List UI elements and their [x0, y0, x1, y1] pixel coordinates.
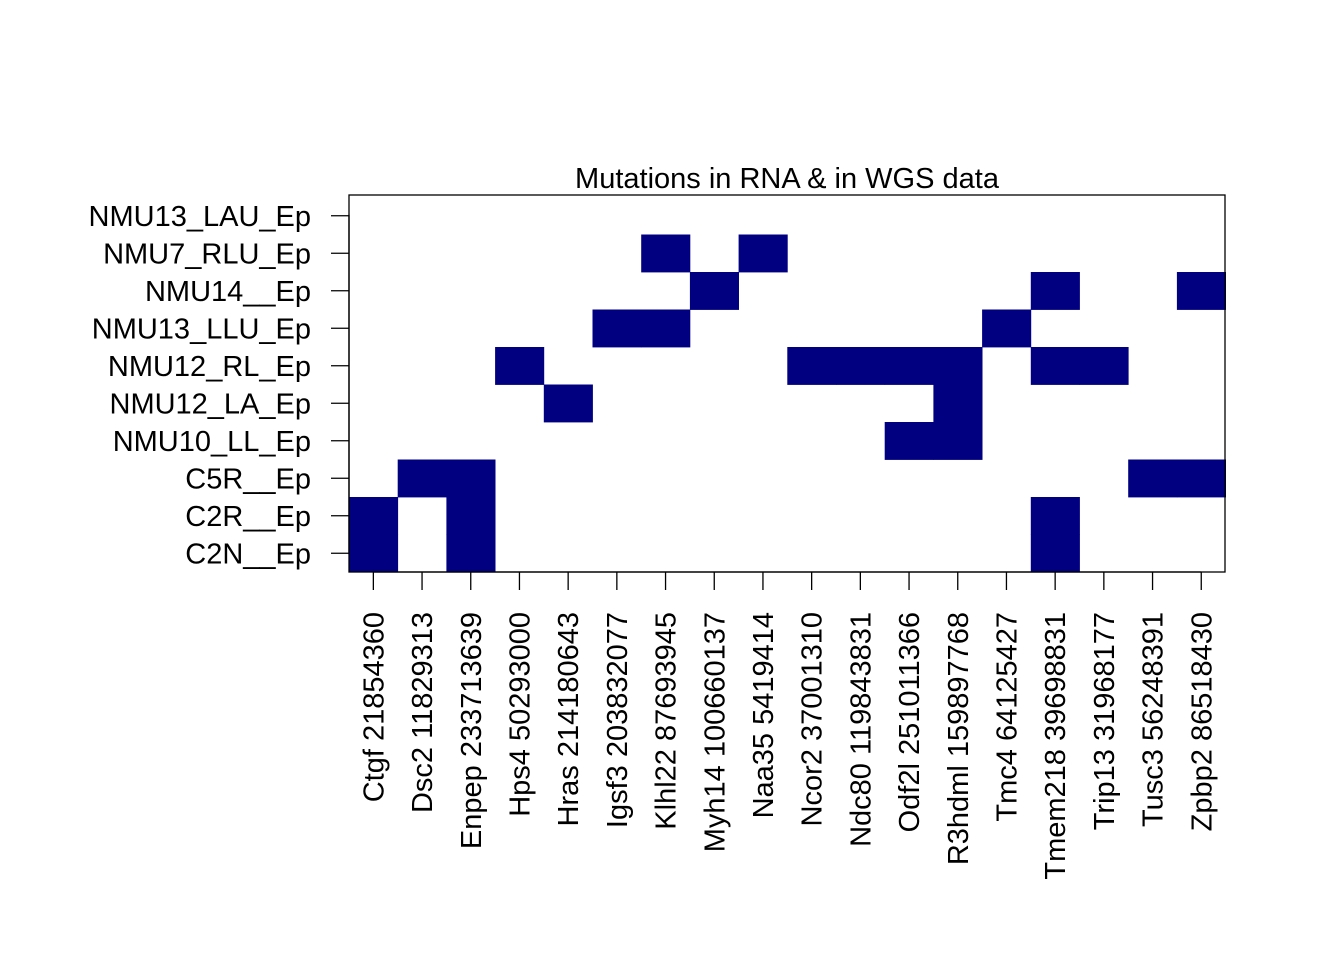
chart-title: Mutations in RNA & in WGS data	[575, 163, 1000, 195]
x-tick-label: Odf2l 251011366	[894, 612, 926, 832]
y-tick-label: NMU13_LLU_Ep	[92, 313, 311, 345]
heatmap-cell	[884, 422, 934, 460]
heatmap-cell	[592, 309, 642, 348]
heatmap-cell	[933, 347, 983, 385]
x-tick-label: Dsc2 11829313	[407, 612, 439, 813]
x-tick-label: Igsf3 203832077	[602, 612, 634, 828]
x-tick-label: Trip13 31968177	[1089, 612, 1121, 830]
heatmap-cell	[641, 309, 691, 348]
x-tick-label: Tusc3 56248391	[1138, 612, 1170, 827]
heatmap-cell	[1128, 459, 1178, 498]
y-tick-label: NMU12_LA_Ep	[110, 388, 312, 420]
heatmap-cell	[641, 234, 691, 273]
y-tick-label: NMU13_LAU_Ep	[89, 201, 311, 233]
x-tick-label: Tmem218 39698831	[1040, 612, 1072, 880]
heatmap-cell	[1030, 347, 1080, 385]
heatmap-cell	[397, 459, 447, 498]
heatmap-cell	[446, 534, 496, 573]
heatmap-cell	[446, 497, 496, 535]
x-tick-label: Ncor2 37001310	[797, 612, 829, 826]
x-tick-label: R3hdml 159897768	[943, 612, 975, 865]
heatmap-cell	[543, 384, 593, 423]
heatmap-cell	[836, 347, 886, 385]
y-tick-label: NMU10_LL_Ep	[113, 426, 311, 458]
heatmap-cell	[689, 272, 739, 310]
y-tick-label: C2R__Ep	[185, 501, 311, 533]
x-tick-label: Ctgf 21854360	[358, 612, 390, 802]
heatmap-cell	[446, 459, 496, 498]
heatmap-cell	[884, 347, 934, 385]
x-tick-label: Tmc4 64125427	[992, 612, 1024, 822]
heatmap-cell	[1030, 272, 1080, 310]
x-tick-label: Zpbp2 86518430	[1186, 612, 1218, 831]
y-tick-label: C5R__Ep	[185, 463, 311, 495]
heatmap-cell	[1030, 534, 1080, 573]
heatmap-cell	[787, 347, 837, 385]
x-tick-label: Naa35 5419414	[748, 612, 780, 818]
heatmap-cell	[933, 422, 983, 460]
heatmap-cell	[1030, 497, 1080, 535]
heatmap-cell	[495, 347, 545, 385]
y-tick-label: NMU7_RLU_Ep	[103, 238, 311, 270]
x-tick-label: Ndc80 119843831	[845, 612, 877, 847]
x-axis: Ctgf 21854360 Dsc2 11829313 Enpep 23371363…	[358, 571, 1218, 880]
heatmap-cell	[982, 309, 1032, 348]
x-tick-label: Hps4 50293000	[505, 612, 537, 817]
heatmap-cell	[933, 384, 983, 423]
x-tick-label: Enpep 233713639	[456, 612, 488, 849]
y-tick-label: NMU12_RL_Ep	[108, 351, 311, 383]
y-tick-label: NMU14__Ep	[145, 276, 311, 308]
y-axis: NMU13_LAU_Ep NMU7_RLU_Ep NMU14__Ep NMU13_LL…	[89, 201, 350, 570]
heatmap-cell	[349, 534, 399, 573]
x-tick-label: Myh14 100660137	[699, 612, 731, 852]
heatmap-cells	[349, 234, 1226, 573]
heatmap-cell	[349, 497, 399, 535]
x-tick-label: Klhl22 87693945	[651, 612, 683, 830]
heatmap-cell	[738, 234, 788, 273]
heatmap-cell	[1079, 347, 1129, 385]
x-tick-label: Hras 214180643	[553, 612, 585, 826]
y-tick-label: C2N__Ep	[185, 538, 311, 570]
heatmap-cell	[1176, 272, 1226, 310]
heatmap-cell	[1176, 459, 1226, 498]
